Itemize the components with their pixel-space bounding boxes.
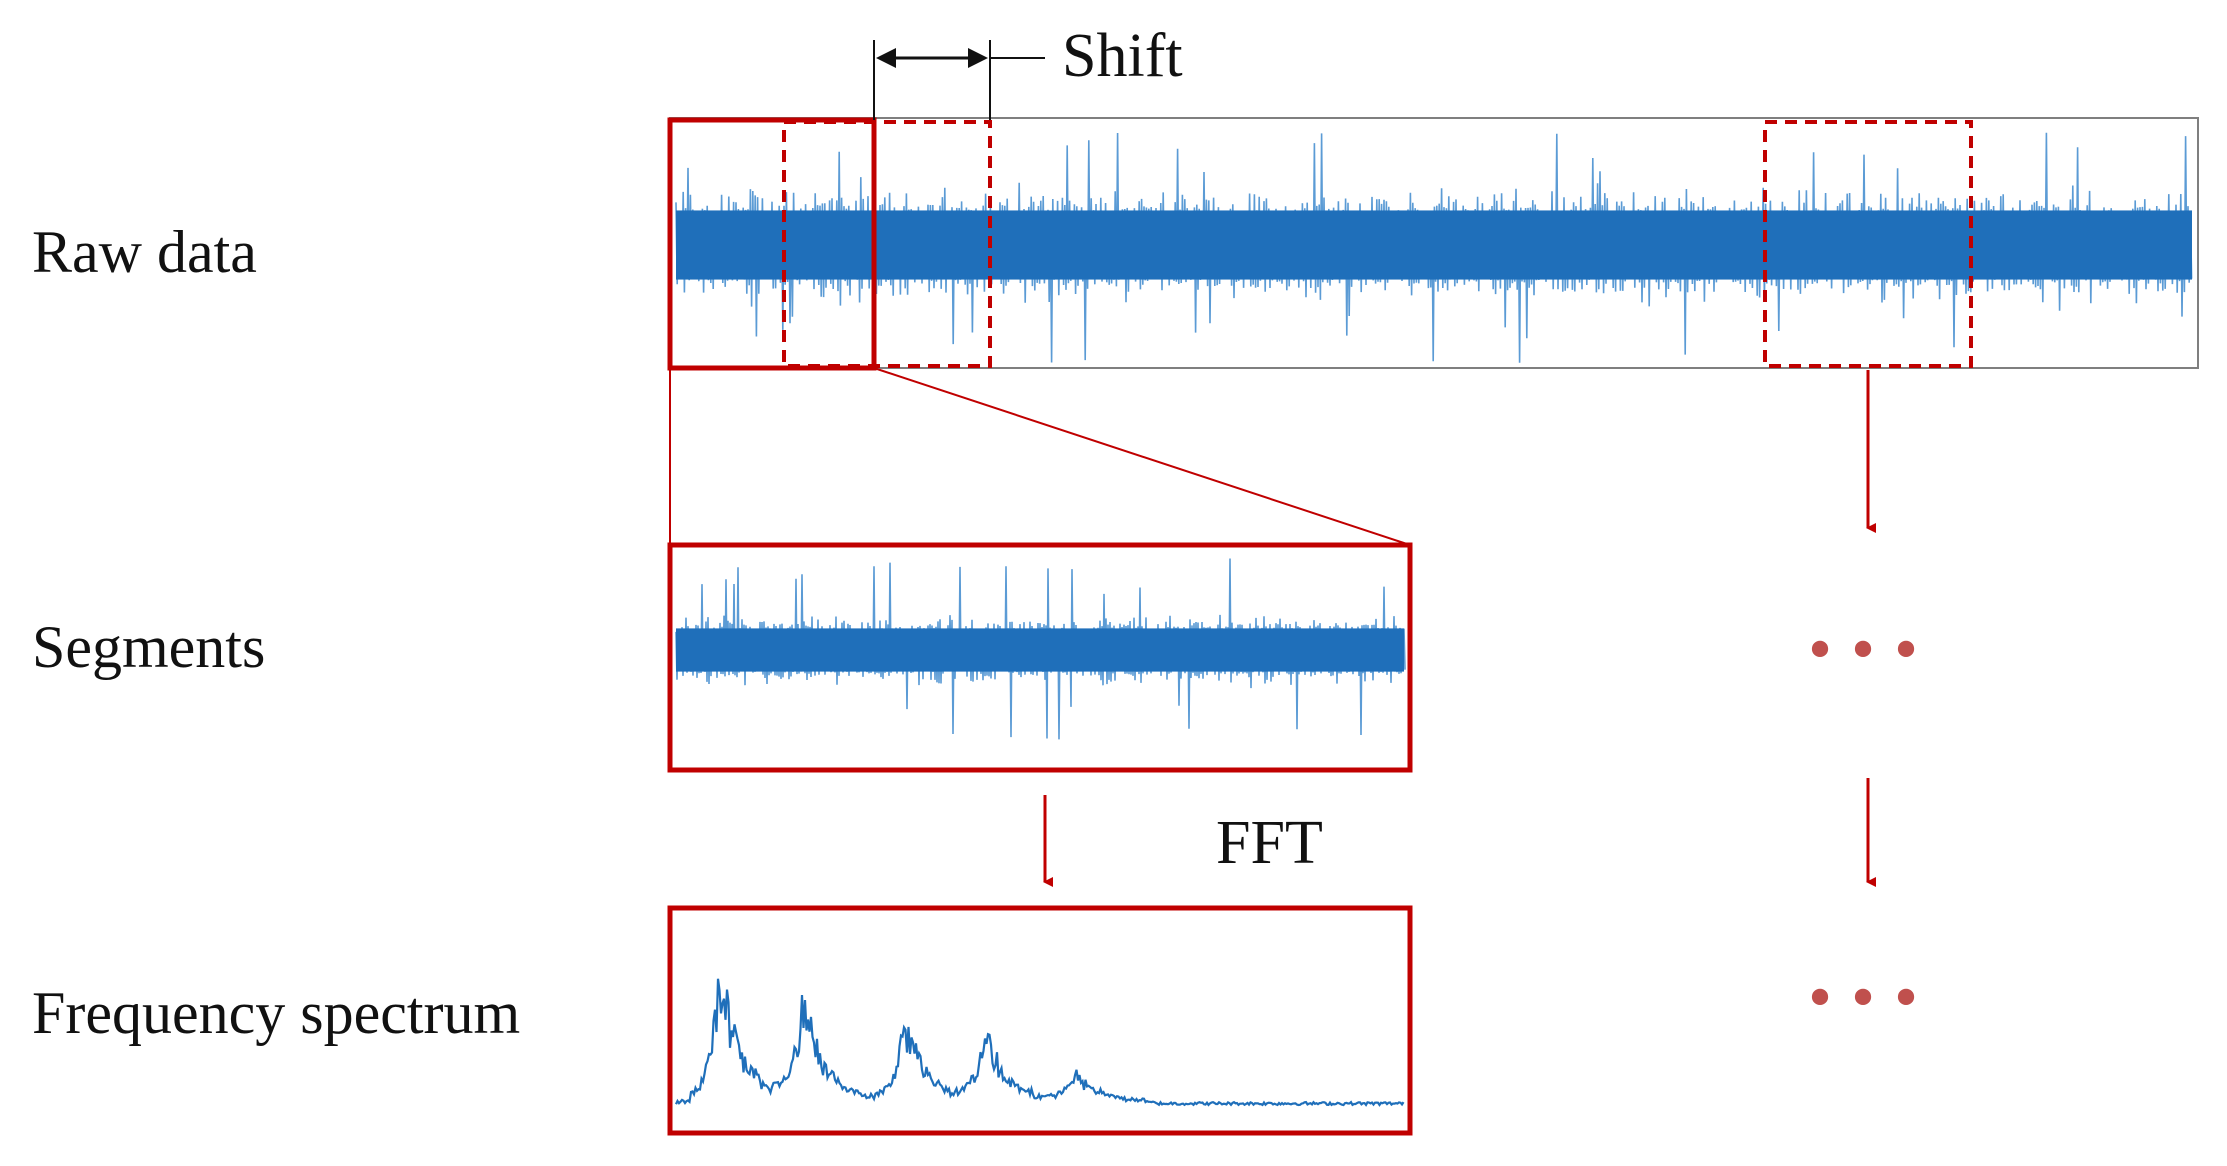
spectrum-ellipsis: ••• [1803,967,1932,1032]
spectrum-curve [675,978,1405,1107]
later-window-dashed [1763,120,1973,368]
segment-waveform [675,558,1406,740]
zoom-line-right [873,367,1411,546]
current-window-frame [667,117,877,371]
segments-ellipsis: ••• [1803,619,1932,684]
waveform-core-band [676,628,1404,672]
raw-signal-waveform [675,132,2193,363]
fft-label: FFT [1216,809,1323,877]
label-frequency-spectrum: Frequency spectrum [32,980,521,1046]
waveform-core-band [676,210,2192,280]
raw-data-strip [669,117,2199,369]
label-raw-data: Raw data [32,219,257,285]
shift-arrowhead-right [968,48,988,68]
label-segments: Segments [32,614,266,680]
shift-label: Shift [1062,22,1183,90]
spectrum-trace [675,978,1405,1107]
overlap-window-dashed [782,120,992,368]
segment-panel [667,542,1413,773]
shift-arrowhead-left [876,48,896,68]
shift-indicator: Shift [873,22,1183,120]
spectrum-panel [667,905,1413,1136]
